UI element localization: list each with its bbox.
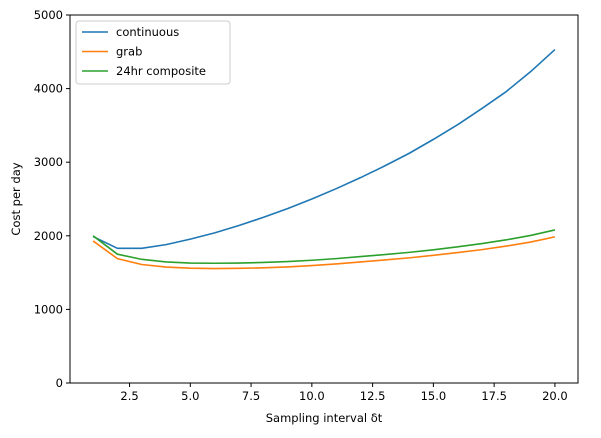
y-tick-label: 5000: [34, 8, 63, 22]
y-tick-label: 1000: [34, 302, 63, 316]
y-axis-label: Cost per day: [9, 162, 23, 235]
axes-frame: [69, 14, 579, 384]
legend-label-0: continuous: [116, 25, 179, 39]
x-tick-label: 5.0: [181, 389, 199, 403]
series-line-0: [92, 48, 556, 250]
x-tick-label: 2.5: [120, 389, 138, 403]
x-axis-ticks: 2.5 5.0 7.5 10.0 12.5 15.0 17.5 20.0: [120, 383, 568, 403]
y-tick-label: 2000: [34, 229, 63, 243]
x-tick-label: 20.0: [542, 389, 568, 403]
y-axis-ticks: 0 1000 2000 3000 4000 5000: [34, 8, 70, 390]
series-lines: [92, 48, 556, 270]
x-tick-label: 17.5: [481, 389, 507, 403]
x-tick-label: 15.0: [421, 389, 447, 403]
legend: continuous grab 24hr composite: [75, 20, 231, 85]
x-axis-label: Sampling interval δt: [266, 411, 383, 425]
y-tick-label: 3000: [34, 155, 63, 169]
y-tick-label: 0: [56, 376, 63, 390]
legend-label-1: grab: [116, 45, 142, 59]
x-tick-label: 7.5: [242, 389, 260, 403]
legend-label-2: 24hr composite: [116, 64, 206, 78]
x-tick-label: 12.5: [360, 389, 386, 403]
y-tick-label: 4000: [34, 82, 63, 96]
series-line-2: [92, 229, 556, 265]
legend-box: [75, 20, 231, 85]
series-line-1: [92, 236, 556, 270]
x-tick-label: 10.0: [299, 389, 325, 403]
